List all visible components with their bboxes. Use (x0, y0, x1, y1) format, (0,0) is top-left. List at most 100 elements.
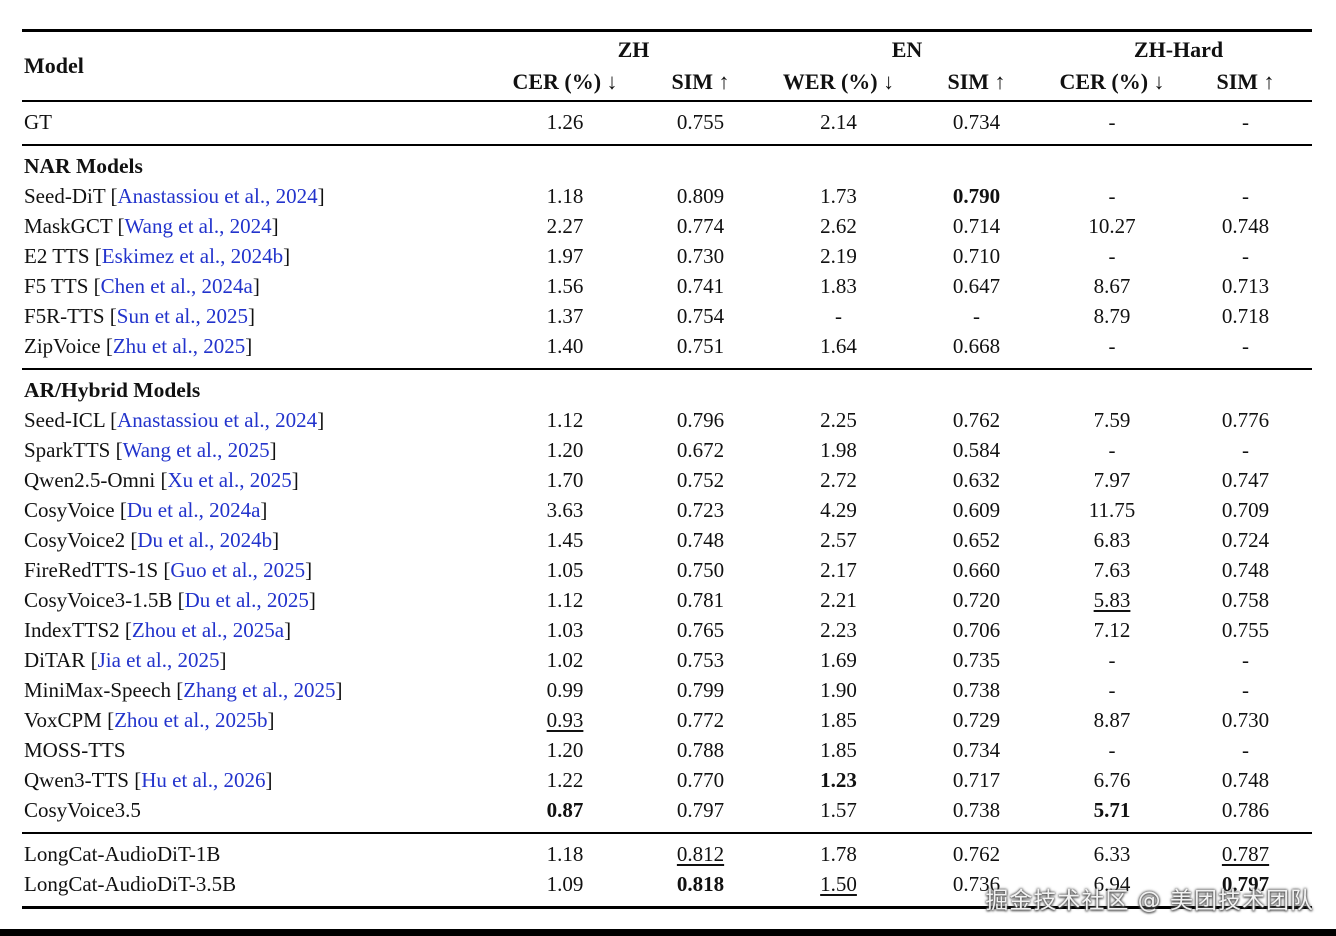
citation-link[interactable]: Anastassiou et al., 2024 (117, 408, 318, 432)
value-text: 1.26 (546, 110, 584, 134)
value-text: 1.02 (546, 648, 584, 672)
value-cell: 1.22 (498, 765, 632, 795)
model-name: SparkTTS (24, 438, 111, 462)
table-row: ZipVoice [Zhu et al., 2025] 1.40 0.751 1.64… (22, 331, 1312, 369)
value-cell: 1.85 (769, 735, 908, 765)
col-header-zh-sim: SIM ↑ (671, 69, 730, 94)
value-cell: 0.710 (908, 241, 1045, 271)
value-text: 2.57 (820, 528, 857, 552)
value-cell: 0.797 (632, 795, 769, 833)
table-section: AR/Hybrid Models Seed-ICL [Anastassiou et… (22, 369, 1313, 833)
model-name-cell: GT (22, 101, 498, 145)
value-cell: - (1179, 241, 1312, 271)
value-text: 2.19 (820, 244, 857, 268)
value-cell: 1.78 (769, 833, 908, 869)
table-section: GT 1.26 0.755 2.14 0.734 - - (22, 101, 1313, 145)
value-cell: 0.755 (632, 101, 769, 145)
value-text: 1.40 (546, 334, 584, 358)
citation-link[interactable]: Zhou et al., 2025a (131, 618, 285, 642)
citation-link[interactable]: Du et al., 2024a (126, 498, 261, 522)
value-cell: 1.97 (498, 241, 632, 271)
value-cell: 2.62 (769, 211, 908, 241)
citation-link[interactable]: Wang et al., 2025 (122, 438, 270, 462)
citation-link[interactable]: Zhou et al., 2025b (114, 708, 268, 732)
citation-link[interactable]: Hu et al., 2026 (141, 768, 266, 792)
value-cell: 0.706 (908, 615, 1045, 645)
value-text: 0.754 (676, 304, 725, 328)
value-cell: 0.781 (632, 585, 769, 615)
value-cell: 1.70 (498, 465, 632, 495)
value-cell: 0.750 (632, 555, 769, 585)
model-name-cell: F5 TTS [Chen et al., 2024a] (24, 274, 260, 298)
value-cell: 0.774 (632, 211, 769, 241)
value-cell: 0.762 (908, 833, 1045, 869)
value-text: 0.660 (952, 558, 1001, 582)
value-text: 0.762 (952, 408, 1001, 432)
citation-link[interactable]: Anastassiou et al., 2024 (117, 184, 318, 208)
citation-link[interactable]: Xu et al., 2025 (167, 468, 292, 492)
citation-link[interactable]: Eskimez et al., 2024b (101, 244, 284, 268)
value-text: 1.97 (546, 244, 584, 268)
value-cell: - (908, 301, 1045, 331)
value-cell: 6.33 (1045, 833, 1179, 869)
value-cell: 5.83 (1045, 585, 1179, 615)
value-text: 0.781 (676, 588, 725, 612)
value-text: 0.751 (676, 334, 725, 358)
value-cell: 1.26 (498, 101, 632, 145)
citation-link[interactable]: Du et al., 2025 (184, 588, 309, 612)
table-row: MaskGCT [Wang et al., 2024] 2.27 0.774 2.62… (22, 211, 1312, 241)
citation-link[interactable]: Chen et al., 2024a (100, 274, 253, 298)
value-cell: - (1179, 181, 1312, 211)
value-cell: - (1045, 675, 1179, 705)
value-cell: 0.99 (498, 675, 632, 705)
value-text: - (1108, 648, 1116, 672)
value-text: 0.818 (676, 872, 725, 896)
value-cell: 0.755 (1179, 615, 1312, 645)
citation-link[interactable]: Zhu et al., 2025 (112, 334, 246, 358)
value-cell: 0.741 (632, 271, 769, 301)
value-cell: - (1179, 101, 1312, 145)
value-text: 2.62 (820, 214, 857, 238)
model-name: F5 TTS (24, 274, 89, 298)
value-cell: - (1045, 331, 1179, 369)
value-cell: 1.73 (769, 181, 908, 211)
model-name-cell: MaskGCT [Wang et al., 2024] (24, 214, 279, 238)
citation-link[interactable]: Guo et al., 2025 (170, 558, 306, 582)
value-cell: 2.25 (769, 405, 908, 435)
table-row: VoxCPM [Zhou et al., 2025b] 0.93 0.772 1.85… (22, 705, 1312, 735)
citation-link[interactable]: Sun et al., 2025 (116, 304, 249, 328)
value-cell: 2.57 (769, 525, 908, 555)
value-cell: 0.772 (632, 705, 769, 735)
value-text: 2.72 (820, 468, 857, 492)
value-text: 0.755 (1221, 618, 1270, 642)
value-text: 7.12 (1093, 618, 1131, 642)
value-cell: 1.56 (498, 271, 632, 301)
value-cell: - (769, 301, 908, 331)
value-text: 5.83 (1093, 588, 1131, 612)
citation-link[interactable]: Jia et al., 2025 (97, 648, 220, 672)
value-cell: 0.714 (908, 211, 1045, 241)
citation-link[interactable]: Wang et al., 2024 (124, 214, 272, 238)
value-text: 0.755 (676, 110, 725, 134)
value-text: 0.713 (1221, 274, 1270, 298)
value-cell: 0.672 (632, 435, 769, 465)
citation-link[interactable]: Du et al., 2024b (137, 528, 273, 552)
value-cell: 0.753 (632, 645, 769, 675)
value-cell: 0.717 (908, 765, 1045, 795)
value-text: 6.76 (1093, 768, 1131, 792)
value-text: 0.706 (952, 618, 1001, 642)
value-text: 0.790 (952, 184, 1001, 208)
value-cell: 0.609 (908, 495, 1045, 525)
table-section: NAR Models Seed-DiT [Anastassiou et al., … (22, 145, 1313, 369)
group-header-zh: ZH (617, 37, 650, 62)
table-row: LongCat-AudioDiT-3.5B 1.09 0.818 1.50 0.736 6… (22, 869, 1312, 908)
value-cell: - (1045, 645, 1179, 675)
value-text: 0.734 (952, 110, 1001, 134)
model-name: CosyVoice2 (24, 528, 126, 552)
citation-link[interactable]: Zhang et al., 2025 (183, 678, 336, 702)
value-cell: 0.747 (1179, 465, 1312, 495)
col-header-en-wer: WER (%) ↓ (782, 69, 895, 94)
value-text: 0.736 (952, 872, 1001, 896)
value-cell: 1.45 (498, 525, 632, 555)
value-text: - (1108, 110, 1116, 134)
